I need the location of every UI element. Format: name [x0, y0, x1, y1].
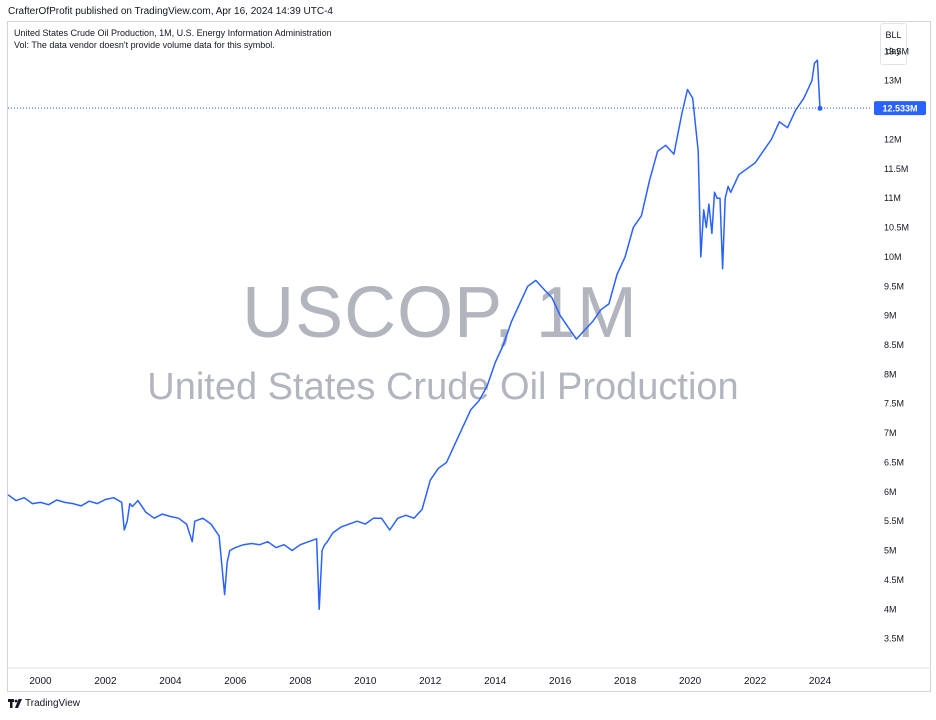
x-tick-label: 2000: [29, 676, 52, 687]
y-tick-label: 13.5M: [884, 46, 909, 56]
x-tick-label: 2006: [224, 676, 247, 687]
watermark-symbol: USCOP, 1M: [242, 273, 638, 353]
y-tick-label: 5M: [884, 546, 897, 556]
x-tick-label: 2016: [549, 676, 572, 687]
legend-volume-line: Vol: The data vendor doesn't provide vol…: [14, 40, 275, 50]
y-tick-label: 8.5M: [884, 340, 904, 350]
y-tick-label: 7.5M: [884, 399, 904, 409]
tradingview-logo-icon: [8, 699, 22, 708]
series-line: [7, 59, 821, 611]
y-tick-label: 12M: [884, 134, 902, 144]
timeframe-unit: BLL: [885, 30, 902, 40]
timeframe-box[interactable]: BLL day: [880, 23, 907, 65]
x-tick-label: 2010: [354, 676, 377, 687]
last-point-marker: [817, 105, 823, 111]
x-tick-label: 2022: [744, 676, 767, 687]
y-tick-label: 9.5M: [884, 281, 904, 291]
y-tick-label: 6.5M: [884, 457, 904, 467]
y-tick-label: 10.5M: [884, 223, 909, 233]
y-tick-label: 7M: [884, 428, 897, 438]
price-tag-background: [874, 101, 926, 116]
x-tick-label: 2024: [809, 676, 832, 687]
y-tick-label: 3.5M: [884, 634, 904, 644]
y-tick-label: 8M: [884, 369, 897, 379]
footer: TradingView: [8, 698, 80, 709]
x-tick-label: 2004: [159, 676, 182, 687]
price-tag-label: 12.533M: [882, 104, 917, 114]
legend-series-line: United States Crude Oil Production, 1M, …: [14, 28, 332, 38]
y-tick-label: 6M: [884, 487, 897, 497]
y-tick-label: 10M: [884, 252, 902, 262]
y-tick-label: 5.5M: [884, 516, 904, 526]
x-tick-label: 2020: [679, 676, 702, 687]
y-tick-label: 13M: [884, 76, 902, 86]
published-line: CrafterOfProfit published on TradingView…: [8, 6, 333, 17]
y-tick-label: 11.5M: [884, 164, 908, 174]
chart-legend: United States Crude Oil Production, 1M, …: [14, 27, 332, 51]
chart-frame[interactable]: [7, 21, 931, 692]
x-tick-label: 2002: [94, 676, 117, 687]
timeframe-interval: day: [886, 46, 901, 56]
x-tick-label: 2014: [484, 676, 507, 687]
y-tick-label: 4.5M: [884, 575, 904, 585]
footer-brand: TradingView: [25, 698, 81, 709]
y-tick-label: 9M: [884, 311, 897, 321]
x-tick-label: 2008: [289, 676, 312, 687]
watermark-name: United States Crude Oil Production: [147, 366, 739, 408]
y-tick-label: 11M: [884, 193, 901, 203]
y-tick-label: 4M: [884, 604, 897, 614]
x-tick-label: 2018: [614, 676, 637, 687]
x-tick-label: 2012: [419, 676, 442, 687]
